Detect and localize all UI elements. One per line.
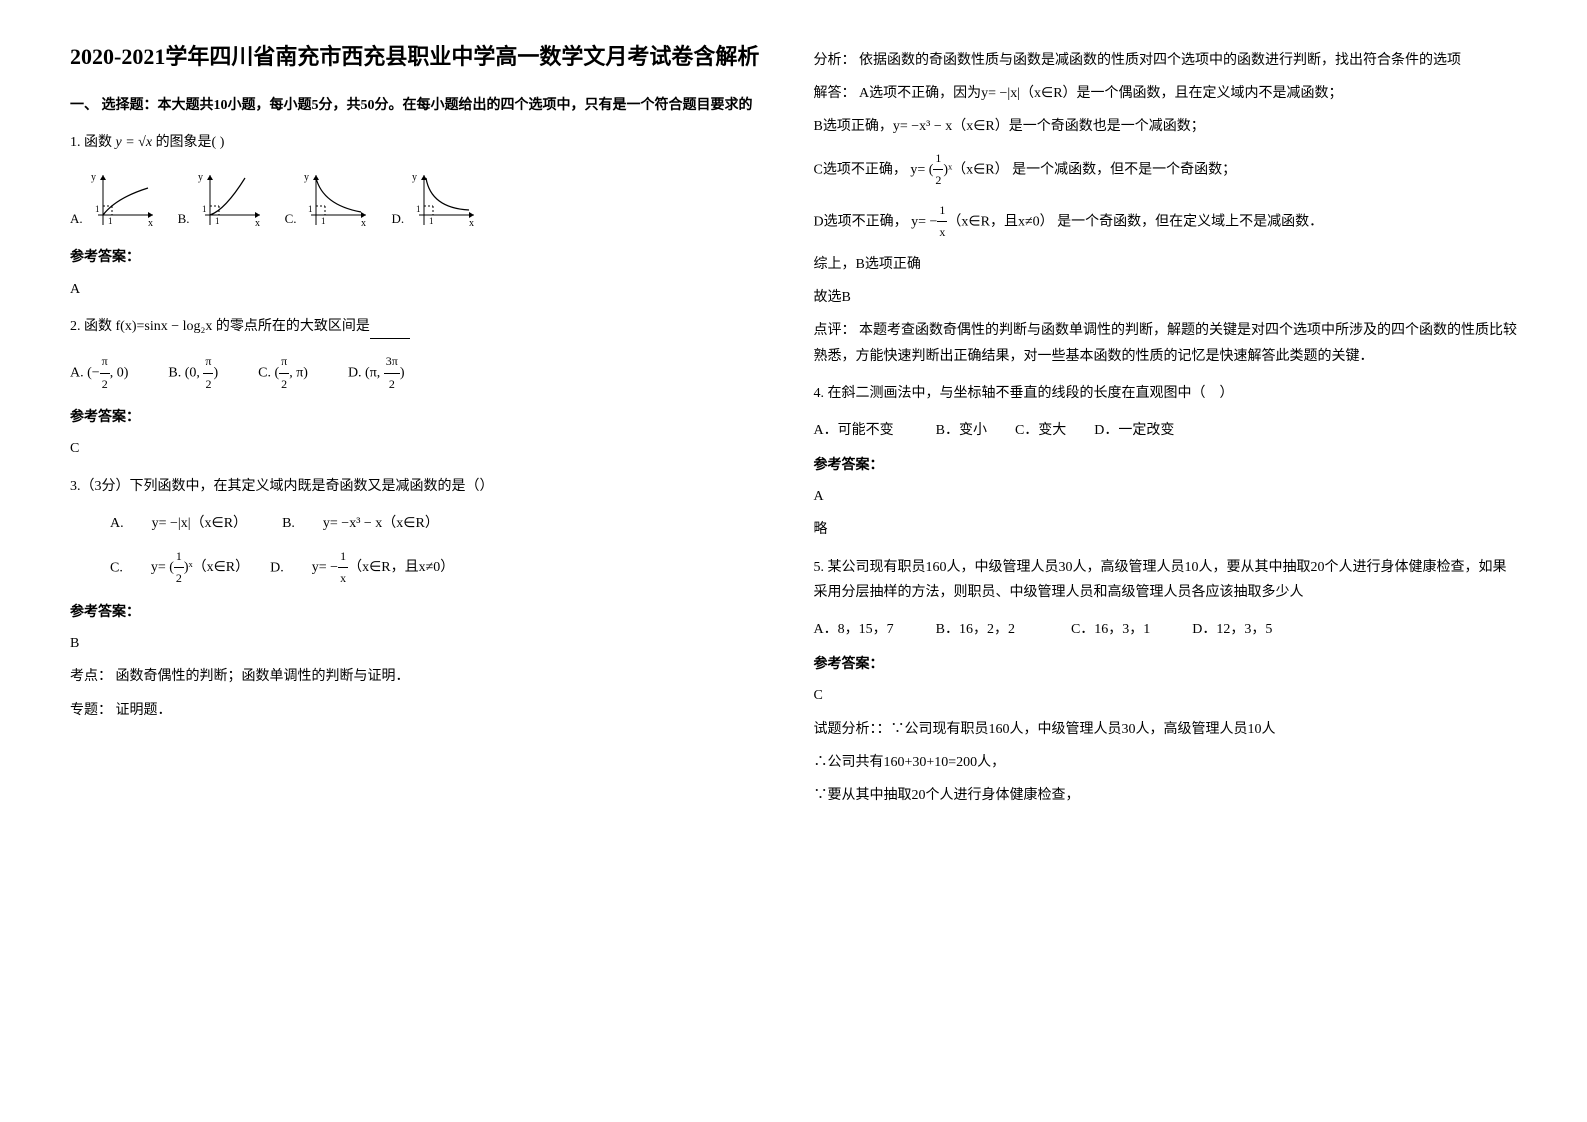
q3-jieda-d: D选项不正确， y= −1x（x∈R，且x≠0） 是一个奇函数，但在定义域上不是…: [814, 200, 1518, 244]
q3-guxuan: 故选B: [814, 285, 1518, 310]
q5-fenxi1: 试题分析：：∵公司现有职员160人，中级管理人员30人，高级管理人员10人: [814, 717, 1518, 742]
svg-text:y: y: [198, 172, 203, 183]
q1-formula: y = √x: [116, 135, 153, 150]
q3-label-d: D.: [270, 560, 284, 575]
q3-row-ab: A. y= −|x|（x∈R） B. y= −x³ − x（x∈R）: [110, 511, 774, 536]
q1-option-d: D. y x 1 1: [391, 170, 479, 230]
q1-option-c: C. y x 1 1: [285, 170, 372, 230]
q2-answer: C: [70, 436, 774, 461]
q1-stem-suffix: 的图象是( ): [156, 135, 225, 150]
graph-b-icon: y x 1 1: [195, 170, 265, 230]
q1-answer-label: 参考答案：: [70, 245, 774, 270]
q4-options: A．可能不变 B．变小 C．变大 D．一定改变: [814, 418, 1518, 443]
q1-option-a: A. y x 1 1: [70, 170, 158, 230]
q3-answer-label: 参考答案：: [70, 600, 774, 625]
svg-text:1: 1: [108, 216, 113, 226]
graph-a-icon: y x 1 1: [88, 170, 158, 230]
q3-jieda-a: 解答： A选项不正确，因为y= −|x|（x∈R）是一个偶函数，且在定义域内不是…: [814, 81, 1518, 106]
q1-option-b: B. y x 1 1: [178, 170, 265, 230]
q3-label-c: C.: [110, 560, 123, 575]
svg-text:1: 1: [95, 204, 100, 214]
svg-text:1: 1: [202, 204, 207, 214]
q3-zhuanti: 专题： 证明题．: [70, 698, 774, 723]
graph-c-icon: y x 1 1: [301, 170, 371, 230]
q3-label-a: A.: [110, 516, 124, 531]
q2-answer-label: 参考答案：: [70, 405, 774, 430]
svg-text:1: 1: [215, 216, 220, 226]
q5-answer-label: 参考答案：: [814, 652, 1518, 677]
q4-answer-label: 参考答案：: [814, 453, 1518, 478]
q2-stem: 2. 函数 f(x)=sinx − log₂x 的零点所在的大致区间是: [70, 319, 370, 334]
question-4: 4. 在斜二测画法中，与坐标轴不垂直的线段的长度在直观图中（ ）: [814, 381, 1518, 406]
question-5: 5. 某公司现有职员160人，中级管理人员30人，高级管理人员10人，要从其中抽…: [814, 555, 1518, 605]
q2-opt-b: B. (0, π2): [168, 351, 218, 395]
q3-jieda-c: C选项不正确， y= (12)ˣ（x∈R） 是一个减函数，但不是一个奇函数；: [814, 148, 1518, 192]
svg-text:y: y: [91, 172, 96, 183]
blank-line: [370, 325, 410, 339]
q3-row-cd: C. y= (12)ˣ（x∈R） D. y= −1x（x∈R，且x≠0）: [110, 546, 774, 590]
q3-zong: 综上，B选项正确: [814, 252, 1518, 277]
q5-options: A．8，15，7 B．16，2，2 C．16，3，1 D．12，3，5: [814, 617, 1518, 642]
q3-fenxi: 分析： 依据函数的奇函数性质与函数是减函数的性质对四个选项中的函数进行判断，找出…: [814, 48, 1518, 73]
svg-text:1: 1: [308, 204, 313, 214]
q1-stem-prefix: 1. 函数: [70, 135, 112, 150]
q5-answer: C: [814, 683, 1518, 708]
q5-fenxi2: ∴公司共有160+30+10=200人，: [814, 750, 1518, 775]
svg-text:1: 1: [416, 204, 421, 214]
section-one-header: 一、 选择题：本大题共10小题，每小题5分，共50分。在每小题给出的四个选项中，…: [70, 93, 774, 118]
question-2: 2. 函数 f(x)=sinx − log₂x 的零点所在的大致区间是: [70, 314, 774, 339]
q3-opt-d: y= −1x（x∈R，且x≠0）: [312, 560, 455, 575]
q1-answer: A: [70, 277, 774, 302]
q1-graph-options: A. y x 1 1 B. y: [70, 170, 774, 230]
q5-fenxi3: ∵要从其中抽取20个人进行身体健康检查，: [814, 783, 1518, 808]
question-1: 1. 函数 y = √x 的图象是( ): [70, 130, 774, 155]
q3-label-b: B.: [282, 516, 295, 531]
svg-text:x: x: [361, 218, 366, 229]
svg-text:1: 1: [429, 216, 434, 226]
q2-options: A. (−π2, 0) B. (0, π2) C. (π2, π) D. (π,…: [70, 351, 774, 395]
svg-text:x: x: [469, 218, 474, 229]
right-column: 分析： 依据函数的奇函数性质与函数是减函数的性质对四个选项中的函数进行判断，找出…: [794, 40, 1538, 1082]
q3-kaodian: 考点： 函数奇偶性的判断；函数单调性的判断与证明．: [70, 664, 774, 689]
q3-answer: B: [70, 631, 774, 656]
q4-lue: 略: [814, 517, 1518, 542]
q2-opt-a: A. (−π2, 0): [70, 351, 128, 395]
svg-text:x: x: [255, 218, 260, 229]
q3-opt-c: y= (12)ˣ（x∈R）: [151, 560, 242, 575]
q3-opt-a: y= −|x|（x∈R）: [152, 516, 240, 531]
q2-opt-d: D. (π, 3π2): [348, 351, 405, 395]
q3-opt-b: y= −x³ − x（x∈R）: [323, 516, 439, 531]
q2-opt-c: C. (π2, π): [258, 351, 308, 395]
graph-d-icon: y x 1 1: [409, 170, 479, 230]
document-title: 2020-2021学年四川省南充市西充县职业中学高一数学文月考试卷含解析: [70, 40, 774, 73]
svg-text:y: y: [304, 172, 309, 183]
question-3: 3.（3分）下列函数中，在其定义域内既是奇函数又是减函数的是（）: [70, 474, 774, 499]
svg-text:y: y: [412, 172, 417, 183]
q4-answer: A: [814, 484, 1518, 509]
q3-jieda-b: B选项正确，y= −x³ − x（x∈R）是一个奇函数也是一个减函数；: [814, 114, 1518, 139]
left-column: 2020-2021学年四川省南充市西充县职业中学高一数学文月考试卷含解析 一、 …: [50, 40, 794, 1082]
svg-text:x: x: [148, 218, 153, 229]
q3-dianping: 点评： 本题考查函数奇偶性的判断与函数单调性的判断，解题的关键是对四个选项中所涉…: [814, 318, 1518, 368]
svg-text:1: 1: [321, 216, 326, 226]
